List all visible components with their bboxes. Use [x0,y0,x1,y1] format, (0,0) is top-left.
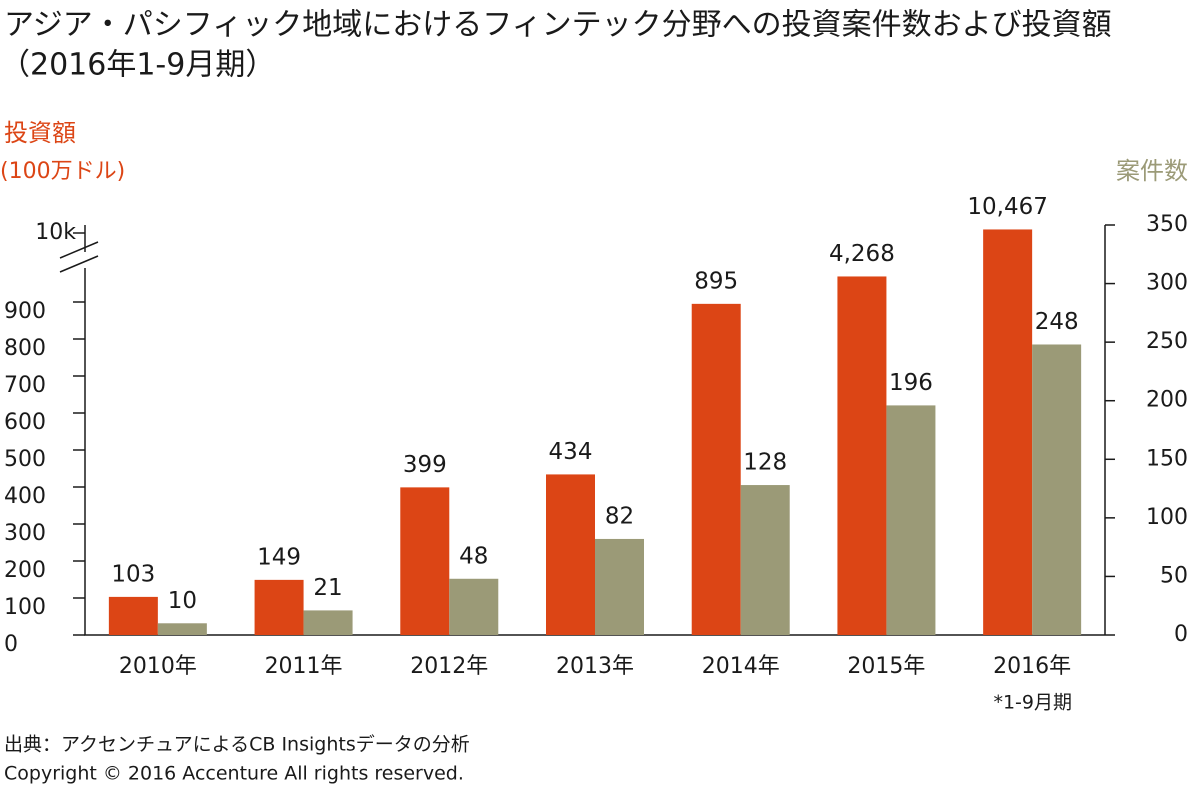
bar [595,538,644,635]
x-tick-label: 2016年 [993,654,1071,679]
source: 出典：アクセンチュアによるCB Insightsデータの分析 [4,734,470,756]
bar [303,610,353,635]
y2-tick-label: 300 [1146,271,1188,296]
bar [254,579,304,635]
category-note: *1-9月期 [993,692,1072,714]
x-tick-label: 2011年 [265,654,343,679]
value-label: 196 [889,370,933,396]
value-label: 10 [168,588,197,614]
y-tick-label: 300 [4,521,46,546]
y2-tick-label: 0 [1174,622,1188,647]
y-tick-label: 900 [4,299,46,324]
y-tick-label: 400 [4,484,46,509]
x-tick-label: 2014年 [702,654,780,679]
value-label: 10,467 [967,194,1047,220]
axis-break [59,241,99,273]
value-label: 103 [111,561,155,587]
chart-title: （2016年1-9月期） [0,48,275,83]
value-label: 4,268 [829,241,895,267]
y2-tick-label: 200 [1146,388,1188,413]
x-tick-label: 2010年 [119,654,197,679]
y2-axis-label: 案件数 [1116,157,1188,185]
value-label: 128 [743,450,787,476]
value-label: 434 [549,439,593,465]
y2-tick-label: 150 [1146,446,1188,471]
y2-tick-label: 350 [1146,212,1188,237]
y-tick-label: 0 [4,632,18,657]
x-tick-label: 2015年 [847,654,925,679]
chart-title: アジア・パシフィック地域におけるフィンテック分野への投資案件数および投資額 [4,8,1112,43]
bar [449,578,499,635]
value-label: 149 [257,544,301,570]
bar [886,405,936,635]
y-tick-label: 800 [4,336,46,361]
value-label: 21 [313,575,342,601]
y2-tick-label: 50 [1160,563,1188,588]
y-tick-label: 200 [4,558,46,583]
y-tick-label: 500 [4,447,46,472]
value-label: 399 [403,452,447,478]
bar [740,485,790,635]
bar [983,229,1033,635]
bar [837,276,887,635]
value-label: 82 [605,503,634,529]
y2-tick-label: 100 [1146,505,1188,530]
value-label: 48 [459,543,488,569]
y2-tick-label: 250 [1146,329,1188,354]
y-tick-label: 600 [4,410,46,435]
value-label: 895 [694,268,738,294]
bar [400,487,450,635]
y-axis-label: (100万ドル) [0,159,125,184]
copyright: Copyright © 2016 Accenture All rights re… [4,763,464,785]
x-tick-label: 2013年 [556,654,634,679]
bar [157,623,207,635]
x-tick-label: 2012年 [410,654,488,679]
bar [691,303,741,635]
y-axis-label: 投資額 [4,119,76,147]
bar [1032,344,1082,635]
y-tick-label: 10k [35,220,76,245]
bar [108,596,158,635]
value-label: 248 [1035,309,1079,335]
y-tick-label: 100 [4,595,46,620]
y-tick-label: 700 [4,373,46,398]
bar [546,474,595,635]
